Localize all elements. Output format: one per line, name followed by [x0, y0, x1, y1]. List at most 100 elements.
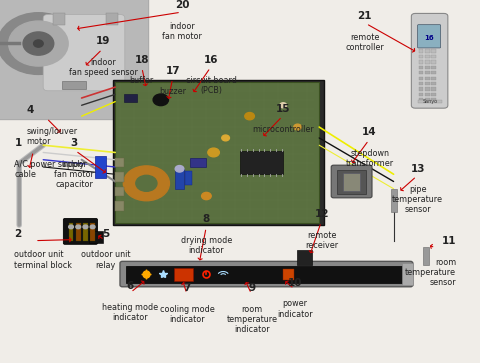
- Text: stepdown
transformer: stepdown transformer: [346, 149, 394, 168]
- Text: 13: 13: [410, 163, 425, 174]
- Text: 12: 12: [314, 209, 329, 219]
- Text: room
temperature
sensor: room temperature sensor: [405, 258, 456, 287]
- Bar: [115, 158, 124, 167]
- Circle shape: [136, 175, 157, 191]
- Bar: [425, 66, 430, 69]
- Circle shape: [153, 94, 168, 106]
- Bar: [83, 223, 88, 241]
- Text: 11: 11: [442, 236, 456, 246]
- Bar: [419, 49, 423, 53]
- Bar: [419, 87, 423, 91]
- Text: 1: 1: [14, 138, 22, 148]
- Bar: [419, 55, 423, 58]
- FancyBboxPatch shape: [411, 13, 448, 108]
- Circle shape: [222, 135, 229, 141]
- Text: outdoor unit
terminal block: outdoor unit terminal block: [14, 250, 72, 269]
- Circle shape: [83, 225, 88, 229]
- Bar: [190, 158, 206, 167]
- Text: 3: 3: [71, 138, 78, 148]
- Bar: [106, 13, 118, 25]
- Bar: [418, 100, 442, 103]
- Bar: [115, 82, 319, 223]
- Text: Sanyo: Sanyo: [422, 99, 438, 104]
- Bar: [431, 77, 436, 80]
- Bar: [431, 82, 436, 85]
- Bar: [419, 71, 423, 74]
- Circle shape: [245, 113, 254, 120]
- Text: microcontroller: microcontroller: [252, 125, 314, 134]
- Bar: [425, 93, 430, 96]
- Text: heating mode
indicator: heating mode indicator: [102, 303, 157, 322]
- FancyBboxPatch shape: [418, 25, 441, 48]
- Text: 17: 17: [166, 65, 180, 76]
- Text: 4: 4: [26, 105, 34, 115]
- Text: 5: 5: [102, 229, 109, 239]
- Circle shape: [9, 21, 68, 66]
- Bar: [95, 156, 106, 178]
- Bar: [431, 55, 436, 58]
- Text: swing/louver
motor: swing/louver motor: [26, 127, 78, 146]
- Text: 16: 16: [204, 54, 218, 65]
- Text: cooling mode
indicator: cooling mode indicator: [160, 305, 215, 324]
- Bar: [419, 98, 423, 101]
- Text: outdoor unit
relay: outdoor unit relay: [81, 250, 131, 269]
- Bar: [115, 201, 124, 211]
- Bar: [90, 223, 95, 241]
- Bar: [76, 223, 81, 241]
- Bar: [240, 151, 283, 174]
- Text: 15: 15: [276, 103, 290, 114]
- Bar: [391, 189, 397, 212]
- Text: A/C power supply
cable: A/C power supply cable: [14, 160, 84, 179]
- Bar: [431, 66, 436, 69]
- Bar: [297, 250, 312, 265]
- Bar: [53, 13, 65, 25]
- Bar: [425, 49, 430, 53]
- Text: buzzer: buzzer: [159, 87, 186, 96]
- Circle shape: [69, 225, 73, 229]
- Circle shape: [175, 166, 184, 172]
- Bar: [124, 94, 137, 102]
- FancyBboxPatch shape: [0, 0, 149, 120]
- Bar: [115, 187, 124, 196]
- Text: 21: 21: [358, 11, 372, 21]
- Bar: [431, 49, 436, 53]
- Text: 9: 9: [249, 283, 255, 293]
- Bar: [419, 82, 423, 85]
- Circle shape: [208, 148, 219, 157]
- Circle shape: [0, 13, 79, 74]
- Text: power
indicator: power indicator: [277, 299, 313, 318]
- Bar: [419, 66, 423, 69]
- Text: buffer: buffer: [130, 76, 154, 85]
- Bar: [402, 263, 413, 285]
- Bar: [283, 269, 294, 280]
- Text: 14: 14: [362, 127, 377, 137]
- Bar: [419, 60, 423, 64]
- Text: drying mode
indicator: drying mode indicator: [181, 236, 232, 255]
- Bar: [425, 87, 430, 91]
- Text: remote
receiver: remote receiver: [305, 231, 338, 249]
- Circle shape: [90, 225, 95, 229]
- Bar: [425, 82, 430, 85]
- Bar: [115, 172, 124, 182]
- Bar: [431, 71, 436, 74]
- Bar: [185, 171, 192, 185]
- FancyBboxPatch shape: [43, 15, 125, 91]
- Text: 2: 2: [14, 229, 22, 239]
- Bar: [343, 173, 360, 191]
- Bar: [126, 266, 404, 283]
- FancyBboxPatch shape: [331, 165, 372, 198]
- Bar: [175, 169, 184, 189]
- Circle shape: [76, 225, 81, 229]
- Text: 16: 16: [424, 35, 434, 41]
- Text: pipe
temperature
sensor: pipe temperature sensor: [392, 185, 443, 214]
- Bar: [431, 93, 436, 96]
- Bar: [419, 77, 423, 80]
- Circle shape: [34, 40, 43, 47]
- Circle shape: [202, 192, 211, 200]
- Text: 7: 7: [183, 283, 191, 293]
- Text: 20: 20: [175, 0, 190, 10]
- Text: indoor
fan speed sensor: indoor fan speed sensor: [69, 58, 138, 77]
- Circle shape: [123, 166, 169, 201]
- Bar: [425, 77, 430, 80]
- Text: 8: 8: [203, 214, 210, 224]
